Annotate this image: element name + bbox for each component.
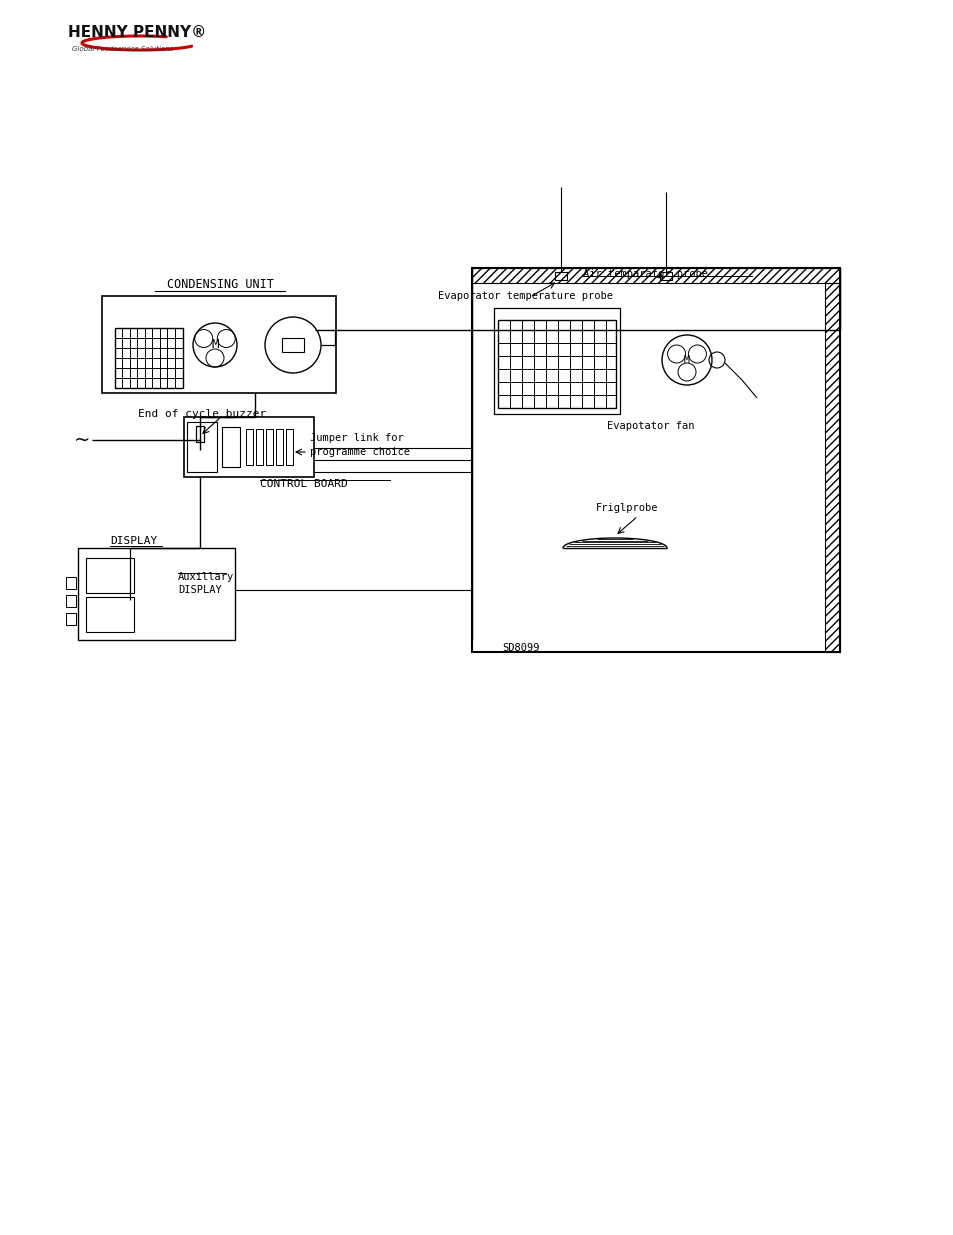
Text: CONTROL BOARD: CONTROL BOARD <box>260 479 348 489</box>
Bar <box>266 429 273 466</box>
Bar <box>184 417 314 477</box>
Bar <box>66 577 76 589</box>
Bar <box>286 429 293 466</box>
Bar <box>472 268 840 652</box>
Bar <box>255 429 263 466</box>
Bar <box>66 613 76 625</box>
Bar <box>824 283 840 652</box>
Bar <box>246 429 253 466</box>
Text: M: M <box>211 337 218 351</box>
Text: Evaporator temperature probe: Evaporator temperature probe <box>437 291 613 301</box>
Text: M: M <box>683 354 689 366</box>
Text: Friglprobe: Friglprobe <box>596 503 658 513</box>
Bar <box>659 272 671 280</box>
Bar <box>275 429 283 466</box>
Text: DISPLAY: DISPLAY <box>110 536 157 546</box>
Bar <box>115 329 183 388</box>
Bar <box>472 268 840 283</box>
Text: Jumper link for
programme choice: Jumper link for programme choice <box>310 433 410 457</box>
Bar <box>222 427 240 467</box>
Text: Air temparator probe: Air temparator probe <box>582 269 707 279</box>
Text: CONDENSING UNIT: CONDENSING UNIT <box>167 278 274 291</box>
Bar <box>497 320 616 408</box>
Text: Auxillary
DISPLAY: Auxillary DISPLAY <box>178 572 234 595</box>
Text: HENNY PENNY®: HENNY PENNY® <box>68 25 206 40</box>
Text: End of cycle buzzer: End of cycle buzzer <box>138 409 266 419</box>
Bar <box>494 308 619 414</box>
Bar <box>102 296 335 393</box>
Bar <box>195 426 204 442</box>
Bar <box>555 272 566 280</box>
Bar <box>86 597 133 632</box>
Bar <box>187 422 216 472</box>
Text: Global Foodservice Solutions: Global Foodservice Solutions <box>71 46 173 52</box>
Bar <box>66 595 76 606</box>
Text: SD8099: SD8099 <box>501 643 539 653</box>
Bar <box>78 548 234 640</box>
Text: ~: ~ <box>73 431 91 450</box>
Text: Evapotator fan: Evapotator fan <box>606 421 694 431</box>
Bar <box>86 558 133 593</box>
Bar <box>282 338 304 352</box>
